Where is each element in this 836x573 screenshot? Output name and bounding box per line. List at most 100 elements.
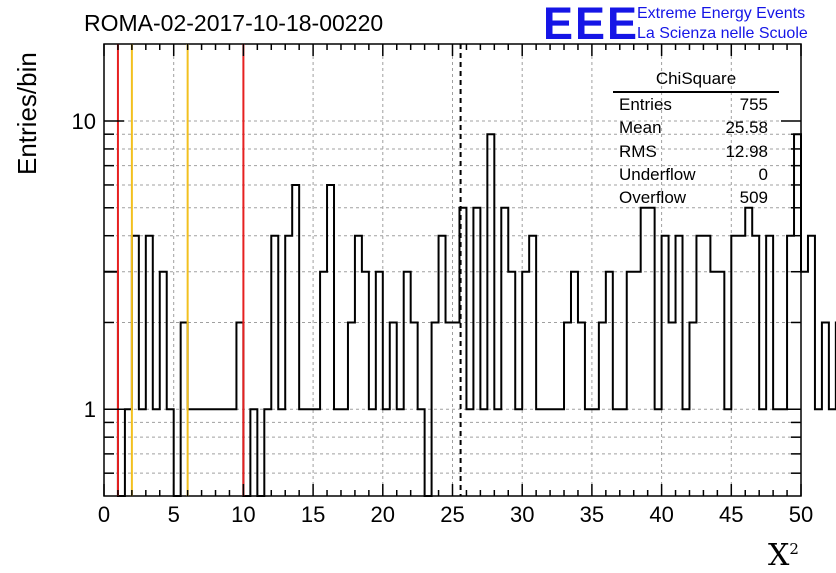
histogram-bin	[348, 322, 355, 496]
histogram-bin	[669, 322, 676, 496]
histogram-bin	[139, 409, 146, 496]
histogram-bin	[683, 409, 690, 496]
histogram-bin	[794, 134, 801, 496]
histogram-bin	[111, 272, 118, 496]
histogram-bin	[446, 322, 453, 496]
histogram-bin	[689, 322, 696, 496]
logo-line-1: Extreme Energy Events	[637, 4, 805, 24]
y-tick-label: 1	[84, 397, 96, 422]
x-axis-label-superscript: 2	[789, 540, 799, 558]
x-axis-label-base: X	[768, 538, 789, 573]
histogram-bin	[815, 409, 822, 496]
histogram-bin	[808, 236, 815, 496]
histogram-bin	[125, 409, 132, 496]
stats-value: 25.58	[725, 116, 768, 139]
eee-logo: EEE	[543, 0, 639, 48]
histogram-bin	[613, 409, 620, 496]
histogram-bin	[341, 409, 348, 496]
logo-line-2: La Scienza nelle Scuole	[637, 24, 808, 44]
histogram-bin	[320, 272, 327, 496]
stats-row: Mean 25.58	[611, 116, 779, 139]
histogram-bin	[383, 409, 390, 496]
y-tick-label: 10	[72, 109, 96, 134]
histogram-bin	[369, 409, 376, 496]
x-tick-label: 25	[440, 502, 464, 527]
histogram-bin	[264, 409, 271, 496]
histogram-bin	[676, 236, 683, 496]
histogram-bin	[480, 409, 487, 496]
histogram-bin	[160, 272, 167, 496]
histogram-bin	[592, 409, 599, 496]
y-axis-label: Entries/bin	[12, 55, 42, 175]
histogram-bin	[132, 236, 139, 496]
stats-row: Overflow 509	[611, 186, 779, 209]
stats-key: Overflow	[619, 186, 686, 209]
histogram-bin	[313, 409, 320, 496]
histogram-bin	[599, 322, 606, 496]
histogram-bin	[564, 322, 571, 496]
histogram-bin	[731, 236, 738, 496]
stats-value: 509	[740, 186, 768, 209]
histogram-bin	[236, 322, 243, 496]
stats-key: Underflow	[619, 163, 696, 186]
histogram-bin	[292, 185, 299, 496]
histogram-bin	[278, 409, 285, 496]
stats-value: 12.98	[725, 140, 768, 163]
histogram-bin	[745, 208, 752, 496]
histogram-bin	[104, 272, 111, 496]
histogram-bin	[418, 409, 425, 496]
histogram-bin	[404, 272, 411, 496]
histogram-bin	[529, 236, 536, 496]
histogram-bin	[306, 409, 313, 496]
histogram-bin	[209, 409, 216, 496]
histogram-bin	[738, 236, 745, 496]
histogram-bin	[627, 272, 634, 496]
histogram-bin	[355, 236, 362, 496]
histogram-bin	[202, 409, 209, 496]
histogram-bin	[641, 208, 648, 496]
x-tick-label: 45	[719, 502, 743, 527]
stats-value: 755	[740, 93, 768, 116]
histogram-bin	[717, 272, 724, 496]
histogram-bin	[299, 409, 306, 496]
histogram-bin	[466, 409, 473, 496]
histogram-bin	[487, 134, 494, 496]
x-tick-label: 15	[301, 502, 325, 527]
x-tick-label: 10	[231, 502, 255, 527]
histogram-bin	[655, 409, 662, 496]
histogram-bin	[648, 208, 655, 496]
histogram-bin	[376, 272, 383, 496]
histogram-bin	[571, 272, 578, 496]
histogram-bin	[167, 409, 174, 496]
histogram-bin	[801, 272, 808, 496]
histogram-bin	[439, 236, 446, 496]
histogram-bin	[146, 236, 153, 496]
histogram-bin	[453, 322, 460, 496]
histogram-bin	[285, 236, 292, 496]
histogram-bin	[634, 272, 641, 496]
x-axis-label: X2	[768, 538, 799, 573]
histogram-bin	[662, 236, 669, 496]
histogram-bin	[473, 208, 480, 496]
histogram-bin	[515, 409, 522, 496]
histogram-bin	[759, 409, 766, 496]
stats-key: Mean	[619, 116, 662, 139]
histogram-bin	[334, 409, 341, 496]
chart-title: ROMA-02-2017-10-18-00220	[84, 10, 383, 37]
histogram-bin	[773, 409, 780, 496]
histogram-bin	[271, 236, 278, 496]
histogram-bin	[229, 409, 236, 496]
histogram-bin	[703, 236, 710, 496]
histogram-bin	[829, 409, 836, 496]
histogram-bin	[153, 409, 160, 496]
histogram-bin	[216, 409, 223, 496]
histogram-bin	[362, 272, 369, 496]
histogram-bin	[550, 409, 557, 496]
histogram-bin	[787, 236, 794, 496]
x-tick-label: 5	[168, 502, 180, 527]
histogram-bin	[501, 208, 508, 496]
